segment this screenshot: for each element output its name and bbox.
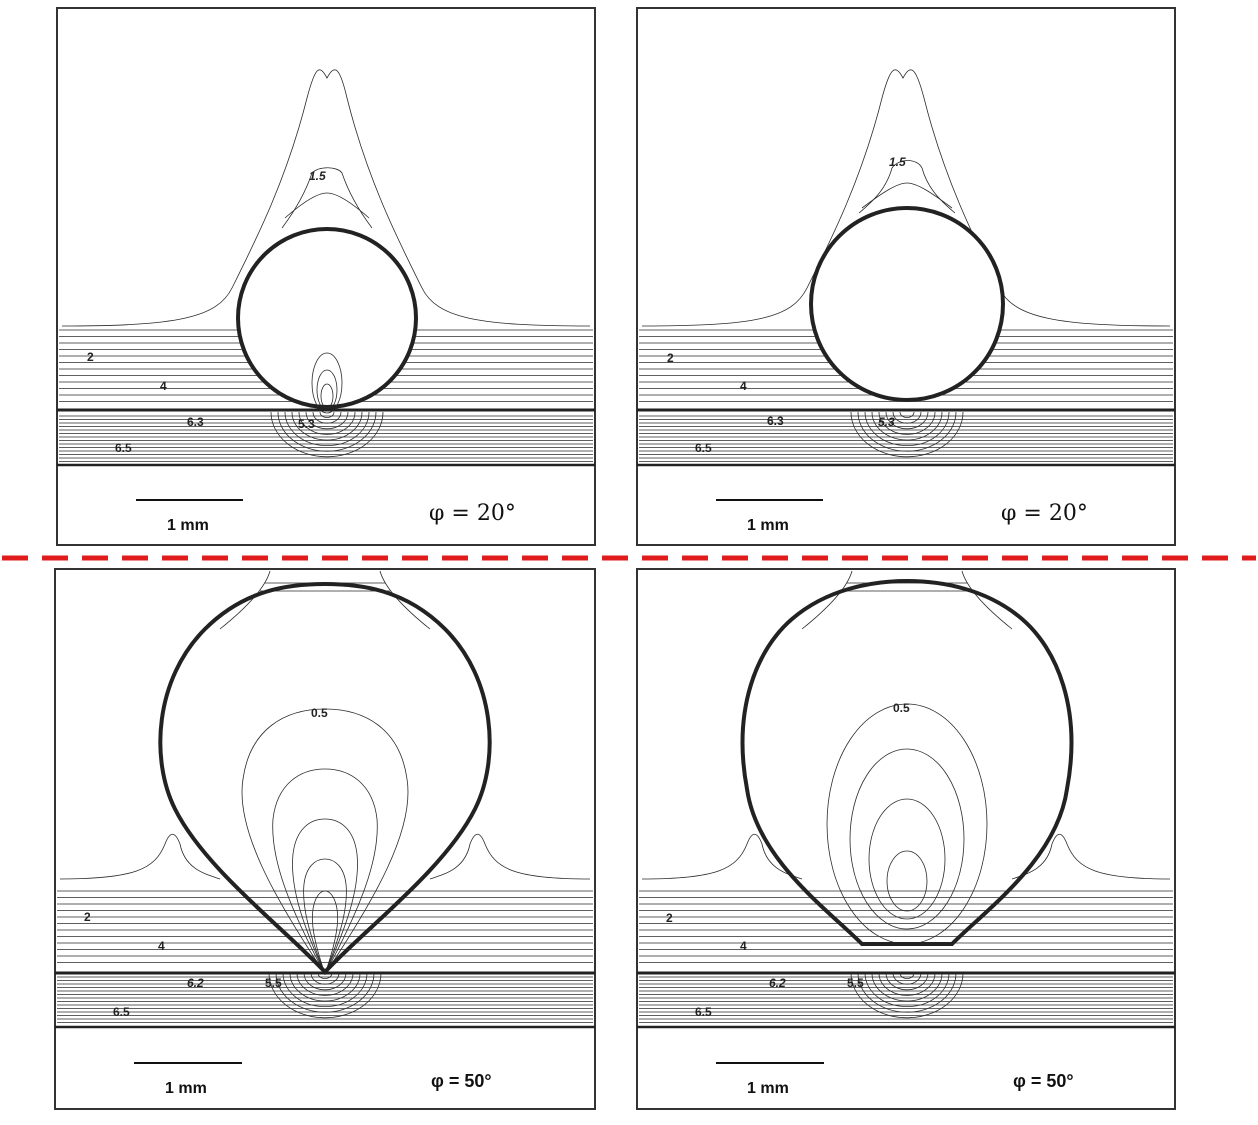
contour-label: 4 (740, 379, 747, 393)
contour-label: 6.3 (767, 414, 784, 428)
contour-label: 6.5 (113, 1005, 130, 1019)
angle-label: φ = 20° (429, 501, 516, 526)
scale-bar-label: 1 mm (747, 517, 789, 534)
contour-label: 4 (740, 939, 747, 953)
panel-top-right: 1.5 2 4 6.3 5.3 6.5 1 mm φ = 20° (636, 7, 1176, 546)
bubble (236, 227, 418, 409)
angle-label: φ = 20° (1001, 501, 1088, 526)
contour-label: 4 (160, 379, 167, 393)
scale-bar-label: 1 mm (167, 517, 209, 534)
plume (59, 570, 591, 880)
contour-label: 4 (158, 939, 165, 953)
contour-label: 0.5 (311, 706, 328, 720)
inner-contours (241, 708, 409, 976)
contour-label: 5.5 (265, 976, 282, 990)
angle-label: φ = 50° (1013, 1071, 1074, 1091)
contour-label: 5.5 (847, 976, 864, 990)
contour-lines (639, 890, 1173, 1023)
contour-label: 6.2 (769, 976, 786, 990)
contour-label: 5.3 (878, 415, 895, 429)
contour-label: 6.3 (187, 415, 204, 429)
contour-label: 2 (87, 350, 94, 364)
contour-label: 2 (84, 910, 91, 924)
contour-label: 1.5 (889, 155, 906, 169)
contour-label: 5.3 (298, 417, 315, 431)
drop-outline (158, 581, 492, 975)
contour-label: 2 (667, 351, 674, 365)
angle-label: φ = 50° (431, 1071, 492, 1091)
contour-label: 6.5 (695, 1005, 712, 1019)
scale-bar-label: 1 mm (747, 1080, 789, 1097)
panel-bottom-left: 0.5 2 4 6.2 5.5 6.5 1 mm φ = 50° (54, 568, 596, 1110)
contour-label: 0.5 (893, 701, 910, 715)
plume (61, 69, 591, 327)
drop-outline (740, 578, 1074, 946)
bubble (809, 206, 1005, 402)
contour-label: 6.2 (187, 976, 204, 990)
contour-label: 2 (666, 911, 673, 925)
panel-top-left: 1.5 2 4 6.3 5.3 6.5 1 mm φ = 20° (56, 7, 596, 546)
panel-bottom-right: 0.5 2 4 6.2 5.5 6.5 1 mm φ = 50° (636, 568, 1176, 1110)
contour-lines (57, 890, 593, 1023)
scale-bar-label: 1 mm (165, 1080, 207, 1097)
contour-label: 6.5 (115, 441, 132, 455)
contour-label: 1.5 (309, 169, 326, 183)
contour-label: 6.5 (695, 441, 712, 455)
